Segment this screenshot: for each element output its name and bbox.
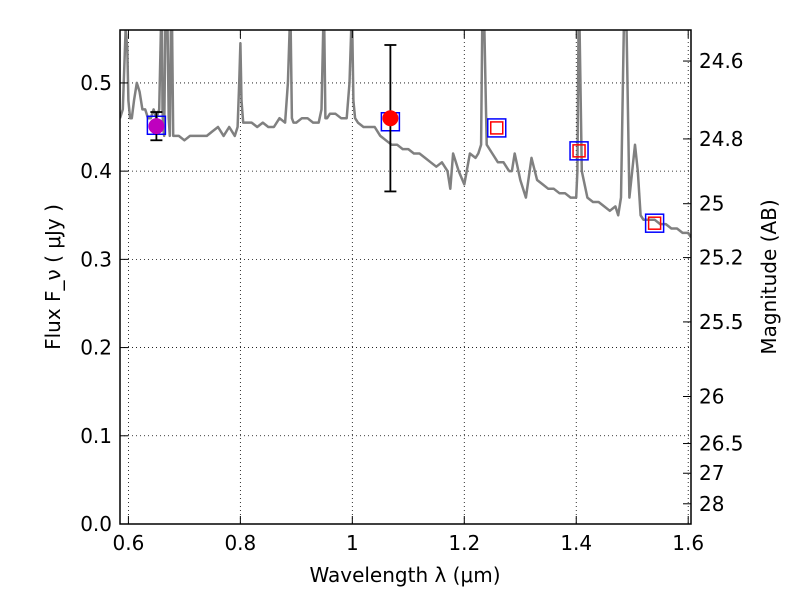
x-tick-label: 1.6 <box>672 531 704 555</box>
y-tick-label: 0.5 <box>80 71 112 95</box>
markers-layer <box>146 44 665 233</box>
right-axis-title: Magnitude (AB) <box>757 199 781 354</box>
x-tick-label: 1 <box>346 531 359 555</box>
y-tick-label: 0.4 <box>80 159 112 183</box>
right-tick-labels: 24.6 24.8 25 25.2 25.5 26 26.5 27 28 <box>699 49 744 516</box>
y-tick-labels: 0.0 0.1 0.2 0.3 0.4 0.5 <box>80 71 112 536</box>
model-inner-square-marker <box>572 144 586 158</box>
y-tick-label: 0.2 <box>80 336 112 360</box>
x-axis-title: Wavelength λ (μm) <box>309 563 500 587</box>
y-axis-title: Flux F_ν ( μJy ) <box>41 204 65 350</box>
y-tick-label: 0.0 <box>80 512 112 536</box>
right-tick-label: 27 <box>699 461 724 485</box>
y-tick-label: 0.1 <box>80 424 112 448</box>
grid-lines <box>120 30 691 524</box>
model-square-marker <box>569 141 589 161</box>
y-tick-label: 0.3 <box>80 247 112 271</box>
plot-area <box>120 30 691 238</box>
x-tick-label: 1.2 <box>448 531 480 555</box>
x-tick-label: 1.4 <box>560 531 592 555</box>
data-point-marker <box>382 110 399 127</box>
right-tick-label: 24.8 <box>699 127 744 151</box>
right-tick-label: 26.5 <box>699 432 744 456</box>
spectrum-line <box>120 30 691 238</box>
right-tick-label: 25.2 <box>699 246 744 270</box>
x-tick-label: 0.8 <box>224 531 256 555</box>
model-inner-square-marker <box>647 216 662 230</box>
model-square-marker <box>486 118 507 138</box>
right-tick-label: 26 <box>699 384 724 408</box>
right-tick-label: 28 <box>699 492 724 516</box>
x-tick-labels: 0.6 0.8 1 1.2 1.4 1.6 <box>112 531 704 555</box>
right-tick-label: 25 <box>699 192 724 216</box>
right-tick-label: 25.5 <box>699 310 744 334</box>
tick-marks <box>120 30 691 525</box>
data-point-marker <box>148 118 165 135</box>
model-inner-square-marker <box>489 121 504 135</box>
x-tick-label: 0.6 <box>112 531 144 555</box>
right-tick-label: 24.6 <box>699 49 744 73</box>
model-square-marker <box>644 213 665 233</box>
plot-frame <box>119 29 692 525</box>
